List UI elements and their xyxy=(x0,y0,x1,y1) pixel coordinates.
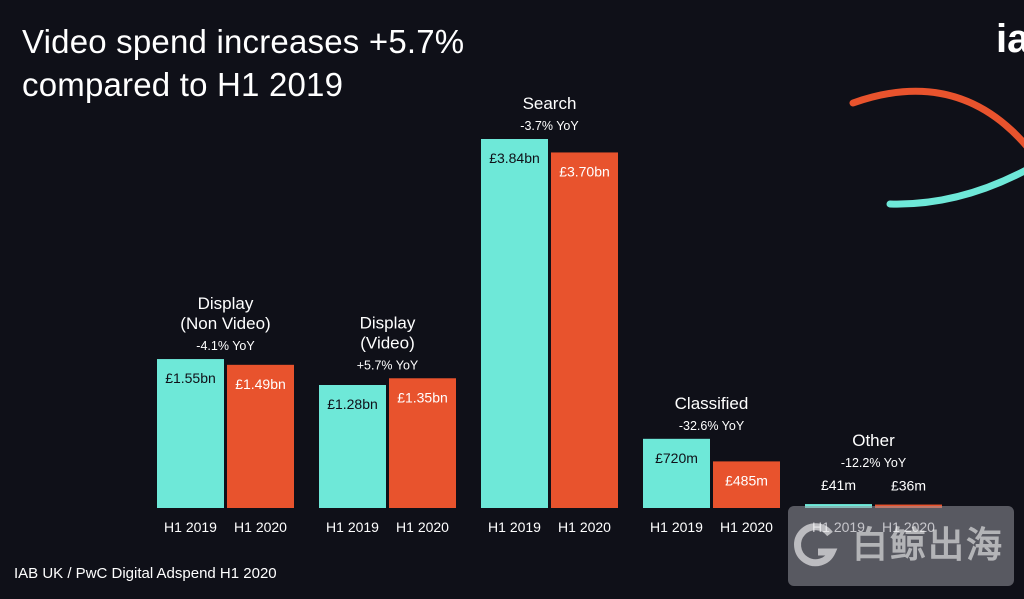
value-label: £3.84bn xyxy=(489,150,540,166)
value-label: £1.49bn xyxy=(235,376,286,392)
bar-2-h1-2020 xyxy=(551,152,618,508)
g-logo-icon xyxy=(794,523,838,567)
bar-0-h1-2020 xyxy=(227,364,294,508)
decorative-teal-arc xyxy=(886,167,1024,208)
value-label: £1.28bn xyxy=(327,396,378,412)
watermark-badge xyxy=(788,506,1014,586)
period-label: H1 2019 xyxy=(326,519,379,535)
bar-3-h1-2020 xyxy=(713,461,780,508)
value-label: £485m xyxy=(725,472,768,488)
category-yoy-label: -32.6% YoY xyxy=(679,419,745,433)
value-label: £1.35bn xyxy=(397,389,448,405)
bar-1-h1-2020 xyxy=(389,378,456,508)
period-label: H1 2020 xyxy=(720,519,773,535)
chart-marks: £1.55bn H1 2019 £1.49bn H1 2020 -4.1% YoY (No… xyxy=(157,94,942,535)
category-yoy-label: +5.7% YoY xyxy=(357,358,419,372)
category-yoy-label: -3.7% YoY xyxy=(520,119,579,133)
category-name-label: Display xyxy=(360,313,416,332)
title-line-2: compared to H1 2019 xyxy=(22,66,344,103)
decorative-orange-arc xyxy=(849,87,1024,149)
source-footnote: IAB UK / PwC Digital Adspend H1 2020 xyxy=(14,565,277,582)
period-label: H1 2020 xyxy=(234,519,287,535)
value-label: £41m xyxy=(821,477,856,493)
page-title: Video spend increases +5.7% compared to … xyxy=(22,20,582,106)
bar-0-h1-2019 xyxy=(157,359,224,508)
category-yoy-label: -4.1% YoY xyxy=(196,339,255,353)
category-name-label: (Non Video) xyxy=(180,314,270,333)
category-name-label: (Video) xyxy=(360,333,415,352)
period-label: H1 2019 xyxy=(650,519,703,535)
value-label: £3.70bn xyxy=(559,163,610,179)
title-line-1: Video spend increases +5.7% xyxy=(22,23,465,60)
period-label: H1 2020 xyxy=(558,519,611,535)
iab-logo: ia xyxy=(996,17,1024,61)
bar-1-h1-2019 xyxy=(319,385,386,508)
category-yoy-label: -12.2% YoY xyxy=(841,456,907,470)
bar-3-h1-2019 xyxy=(643,438,710,508)
value-label: £36m xyxy=(891,478,926,494)
category-name-label: Display xyxy=(198,294,254,313)
bar-2-h1-2019 xyxy=(481,139,548,508)
period-label: H1 2020 xyxy=(396,519,449,535)
watermark-text: 白鲸出海 xyxy=(852,524,1005,565)
value-label: £720m xyxy=(655,450,698,466)
category-name-label: Other xyxy=(852,431,895,450)
category-name-label: Search xyxy=(523,94,577,113)
period-label: H1 2019 xyxy=(164,519,217,535)
period-label: H1 2019 xyxy=(488,519,541,535)
category-name-label: Classified xyxy=(675,394,749,413)
value-label: £1.55bn xyxy=(165,370,216,386)
